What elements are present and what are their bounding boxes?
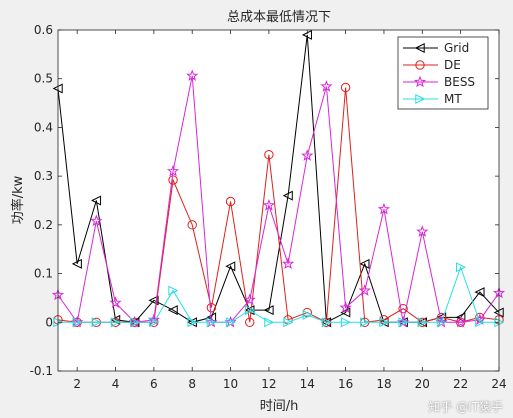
y-tick-label: 0.5 [34, 72, 53, 86]
legend-marker [413, 75, 427, 88]
data-point-grid [455, 312, 466, 323]
data-point-mt [187, 317, 198, 328]
data-point-mt [302, 309, 313, 320]
data-point-de [225, 196, 236, 207]
data-point-grid [71, 258, 82, 269]
legend-label: MT [444, 92, 462, 106]
y-tick-label: -0.1 [30, 364, 53, 378]
data-point-de [340, 82, 351, 93]
watermark-text: 知乎 @IT猿手 [428, 400, 503, 414]
data-point-mt [379, 317, 390, 328]
data-point-bess [166, 164, 180, 177]
data-point-mt [455, 262, 466, 273]
legend-label: BESS [444, 75, 475, 89]
x-tick-label: 24 [491, 377, 506, 391]
legend-label: Grid [444, 41, 469, 55]
data-point-bess [243, 293, 256, 306]
data-point-mt [398, 317, 409, 328]
data-point-mt [417, 317, 428, 328]
x-tick-label: 12 [261, 377, 276, 391]
data-point-grid [225, 261, 236, 272]
data-point-mt [245, 305, 256, 316]
data-point-mt [225, 317, 236, 328]
data-point-de [187, 220, 197, 230]
data-point-de [206, 302, 217, 313]
y-tick-label: 0.2 [34, 218, 53, 232]
data-point-grid [263, 305, 274, 316]
data-point-mt [360, 317, 371, 328]
data-point-bess [339, 301, 352, 313]
plot-frame [57, 29, 500, 372]
y-tick-label: 0.4 [34, 120, 53, 134]
y-tick-label: 0 [45, 315, 53, 329]
axes: -0.100.10.20.30.40.50.62 4 6 8 10 12 14 16 18 20 2… [30, 23, 507, 391]
legend-marker [415, 60, 425, 70]
data-point-bess [301, 149, 314, 161]
x-tick-label: 8 [188, 377, 196, 391]
y-tick-label: 0.6 [34, 23, 53, 37]
x-tick-label: 2 [73, 377, 81, 391]
data-point-grid [167, 305, 178, 316]
x-tick-label: 18 [376, 377, 391, 391]
data-point-mt [283, 317, 294, 328]
data-point-mt [264, 317, 275, 328]
data-point-bess [320, 80, 333, 92]
series-mt [53, 262, 505, 328]
data-point-de [245, 317, 255, 327]
x-tick-label: 22 [453, 377, 468, 391]
data-point-de [168, 175, 178, 185]
data-point-bess [416, 225, 429, 237]
legend-entry-mt: MT [403, 92, 462, 106]
x-tick-label: 14 [300, 377, 315, 391]
x-tick-label: 4 [112, 377, 120, 391]
data-point-bess [109, 296, 122, 309]
data-point-bess [262, 198, 276, 211]
data-point-mt [110, 317, 121, 328]
x-axis-label: 时间/h [260, 399, 299, 414]
data-point-grid [474, 287, 485, 298]
data-point-bess [186, 69, 199, 81]
x-tick-label: 10 [223, 377, 238, 391]
data-point-bess [358, 284, 371, 296]
x-tick-label: 6 [150, 377, 158, 391]
legend-label: DE [444, 58, 461, 72]
data-point-mt [149, 317, 160, 328]
legend-entry-grid: Grid [403, 41, 469, 55]
x-tick-label: 16 [338, 377, 353, 391]
data-point-bess [377, 202, 391, 215]
data-point-bess [281, 257, 295, 270]
data-point-de [264, 150, 274, 160]
data-point-grid [148, 295, 159, 306]
x-tick-label: 20 [415, 377, 430, 391]
data-point-mt [206, 317, 217, 328]
data-point-mt [475, 317, 486, 328]
legend: Grid DE BESS MT [397, 36, 489, 110]
data-point-mt [129, 317, 141, 328]
data-point-mt [340, 317, 351, 328]
y-tick-label: 0.1 [34, 267, 53, 281]
legend-entry-bess: BESS [403, 75, 475, 89]
chart-title: 总成本最低情况下 [227, 10, 331, 25]
legend-marker [415, 93, 426, 105]
data-point-bess [90, 214, 103, 227]
y-tick-label: 0.3 [34, 169, 53, 183]
data-point-bess [454, 315, 467, 328]
data-point-de [398, 303, 408, 314]
data-point-mt [168, 285, 179, 296]
legend-entry-de: DE [403, 58, 461, 72]
legend-marker [414, 42, 425, 54]
data-point-grid [282, 190, 293, 201]
data-point-mt [72, 317, 83, 328]
data-point-grid [340, 307, 351, 318]
data-point-mt [321, 317, 332, 328]
legend-box [397, 36, 489, 110]
data-point-grid [91, 195, 102, 206]
data-point-mt [91, 317, 102, 328]
data-point-mt [436, 317, 447, 328]
data-point-grid [359, 258, 370, 269]
chart-marks [51, 29, 506, 328]
y-axis-label: 功率/kw [10, 175, 26, 224]
